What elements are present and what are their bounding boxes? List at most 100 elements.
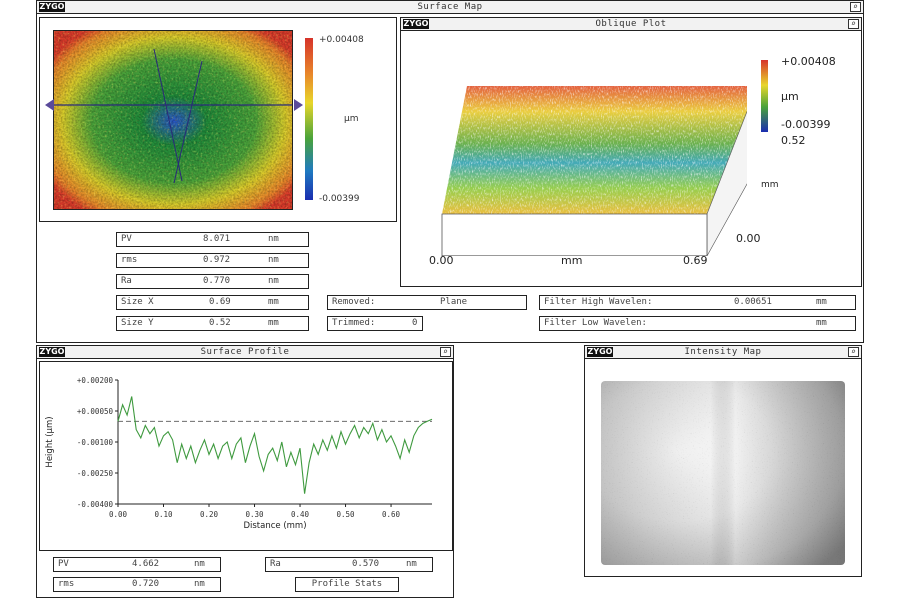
surface-profile-title: Surface Profile [200, 347, 290, 357]
surface-map-image[interactable] [53, 30, 293, 210]
surface-profile-titlebar[interactable]: ZYGO Surface Profile ⌕ [37, 346, 453, 359]
stat-unit: mm [268, 297, 279, 307]
filter-low-field[interactable]: Filter Low Wavelen: mm [539, 316, 856, 331]
filter-low-unit: mm [816, 318, 827, 328]
oblique-z-max-label: +0.00408 [781, 55, 836, 68]
stat-unit: nm [406, 559, 417, 569]
profile-series-line [117, 396, 433, 494]
zygo-logo: ZYGO [39, 347, 65, 357]
oblique-plot-titlebar[interactable]: ZYGO Oblique Plot ⌕ [401, 18, 861, 31]
removed-value: Plane [440, 297, 468, 307]
oblique-plot-window: ZYGO Oblique Plot ⌕ [400, 17, 862, 287]
stat-value: 0.69 [209, 297, 231, 307]
stat-label: PV [58, 559, 69, 569]
stat-unit: nm [268, 276, 279, 286]
zygo-analysis-window: ZYGO Surface Map ⌕ [36, 0, 864, 600]
profile-stats-button[interactable]: Profile Stats [295, 577, 399, 592]
intensity-map-image[interactable] [601, 381, 845, 565]
filter-high-label: Filter High Wavelen: [544, 297, 653, 307]
trimmed-field[interactable]: Trimmed: 0 [327, 316, 423, 331]
stat-value: 0.720 [132, 579, 160, 589]
zoom-icon[interactable]: ⌕ [848, 347, 859, 357]
removed-label: Removed: [332, 297, 376, 307]
stat-label: rms [121, 255, 138, 265]
stat-label: Size Y [121, 318, 154, 328]
profile-stat-rms: rms 0.720 nm [53, 577, 221, 592]
stat-unit: nm [194, 559, 205, 569]
profile-stat-ra: Ra 0.570 nm [265, 557, 433, 572]
colorbar-max-label: +0.00408 [319, 35, 364, 45]
stat-unit: nm [268, 234, 279, 244]
surface-map-panel: +0.00408 µm -0.00399 [39, 17, 397, 222]
profile-stat-pv: PV 4.662 nm [53, 557, 221, 572]
oblique-y-min-label: 0.00 [736, 232, 761, 245]
surface-map-title: Surface Map [417, 2, 483, 12]
surface-map-colorbar [305, 38, 313, 200]
profile-y-tick-label: +0.00200 [77, 376, 114, 385]
stat-label: Size X [121, 297, 154, 307]
profile-x-tick-label: 0.50 [337, 510, 356, 519]
surface-profile-window: ZYGO Surface Profile ⌕ +0.00200 +0.00050 -… [36, 345, 454, 598]
stat-value: 4.662 [132, 559, 160, 569]
filter-high-value: 0.00651 [734, 297, 772, 307]
zygo-logo: ZYGO [39, 2, 65, 12]
profile-y-tick-label: +0.00050 [77, 407, 114, 416]
zygo-logo: ZYGO [587, 347, 613, 357]
stat-value: 0.52 [209, 318, 231, 328]
trimmed-value: 0 [412, 318, 418, 328]
stat-unit: nm [268, 255, 279, 265]
intensity-map-title: Intensity Map [684, 347, 762, 357]
filter-high-field[interactable]: Filter High Wavelen: 0.00651 mm [539, 295, 856, 310]
surface-map-titlebar[interactable]: ZYGO Surface Map ⌕ [37, 1, 863, 14]
oblique-x-unit-label: mm [561, 254, 583, 267]
profile-x-tick-label: 0.40 [291, 510, 310, 519]
oblique-y-unit-label: mm [761, 180, 779, 190]
stat-field-rms: rms 0.972 nm [116, 253, 309, 268]
profile-y-axis-label: Height (µm) [45, 416, 55, 467]
surface-profile-chart[interactable]: +0.00200 +0.00050 -0.00100 -0.00250 -0.00400… [39, 361, 453, 551]
oblique-3d-surface[interactable] [407, 56, 747, 256]
intensity-map-titlebar[interactable]: ZYGO Intensity Map ⌕ [585, 346, 861, 359]
stat-label: Ra [270, 559, 281, 569]
stat-value: 0.570 [352, 559, 380, 569]
oblique-z-unit-label: µm [781, 90, 799, 103]
profile-marker-left[interactable] [45, 99, 54, 111]
zoom-icon[interactable]: ⌕ [848, 19, 859, 29]
oblique-y-max-label: 0.52 [781, 134, 806, 147]
filter-high-unit: mm [816, 297, 827, 307]
profile-x-tick-label: 0.60 [382, 510, 401, 519]
oblique-x-max-label: 0.69 [683, 254, 708, 267]
oblique-z-min-label: -0.00399 [781, 118, 831, 131]
stat-unit: nm [194, 579, 205, 589]
stat-value: 0.770 [203, 276, 231, 286]
profile-x-tick-label: 0.30 [245, 510, 264, 519]
stat-field-size-x: Size X 0.69 mm [116, 295, 309, 310]
stat-unit: mm [268, 318, 279, 328]
colorbar-unit-label: µm [344, 114, 359, 124]
filter-low-label: Filter Low Wavelen: [544, 318, 647, 328]
oblique-plot-title: Oblique Plot [595, 19, 667, 29]
removed-field[interactable]: Removed: Plane [327, 295, 527, 310]
stat-label: PV [121, 234, 132, 244]
profile-x-tick-label: 0.00 [109, 510, 128, 519]
stat-field-size-y: Size Y 0.52 mm [116, 316, 309, 331]
profile-x-tick-label: 0.20 [200, 510, 219, 519]
profile-y-tick-label: -0.00400 [77, 500, 114, 509]
surface-map-window: ZYGO Surface Map ⌕ [36, 0, 864, 343]
oblique-colorbar [761, 60, 768, 132]
oblique-x-min-label: 0.00 [429, 254, 454, 267]
stat-value: 8.071 [203, 234, 231, 244]
profile-x-tick-label: 0.10 [154, 510, 173, 519]
stat-label: Ra [121, 276, 132, 286]
stat-field-ra: Ra 0.770 nm [116, 274, 309, 289]
stat-label: rms [58, 579, 75, 589]
profile-x-axis-label: Distance (mm) [243, 521, 306, 531]
zoom-icon[interactable]: ⌕ [850, 2, 861, 12]
zygo-logo: ZYGO [403, 19, 429, 29]
profile-marker-right[interactable] [294, 99, 303, 111]
colorbar-min-label: -0.00399 [319, 194, 360, 204]
trimmed-label: Trimmed: [332, 318, 376, 328]
intensity-map-window: ZYGO Intensity Map ⌕ [584, 345, 862, 577]
profile-y-tick-label: -0.00100 [77, 438, 114, 447]
zoom-icon[interactable]: ⌕ [440, 347, 451, 357]
